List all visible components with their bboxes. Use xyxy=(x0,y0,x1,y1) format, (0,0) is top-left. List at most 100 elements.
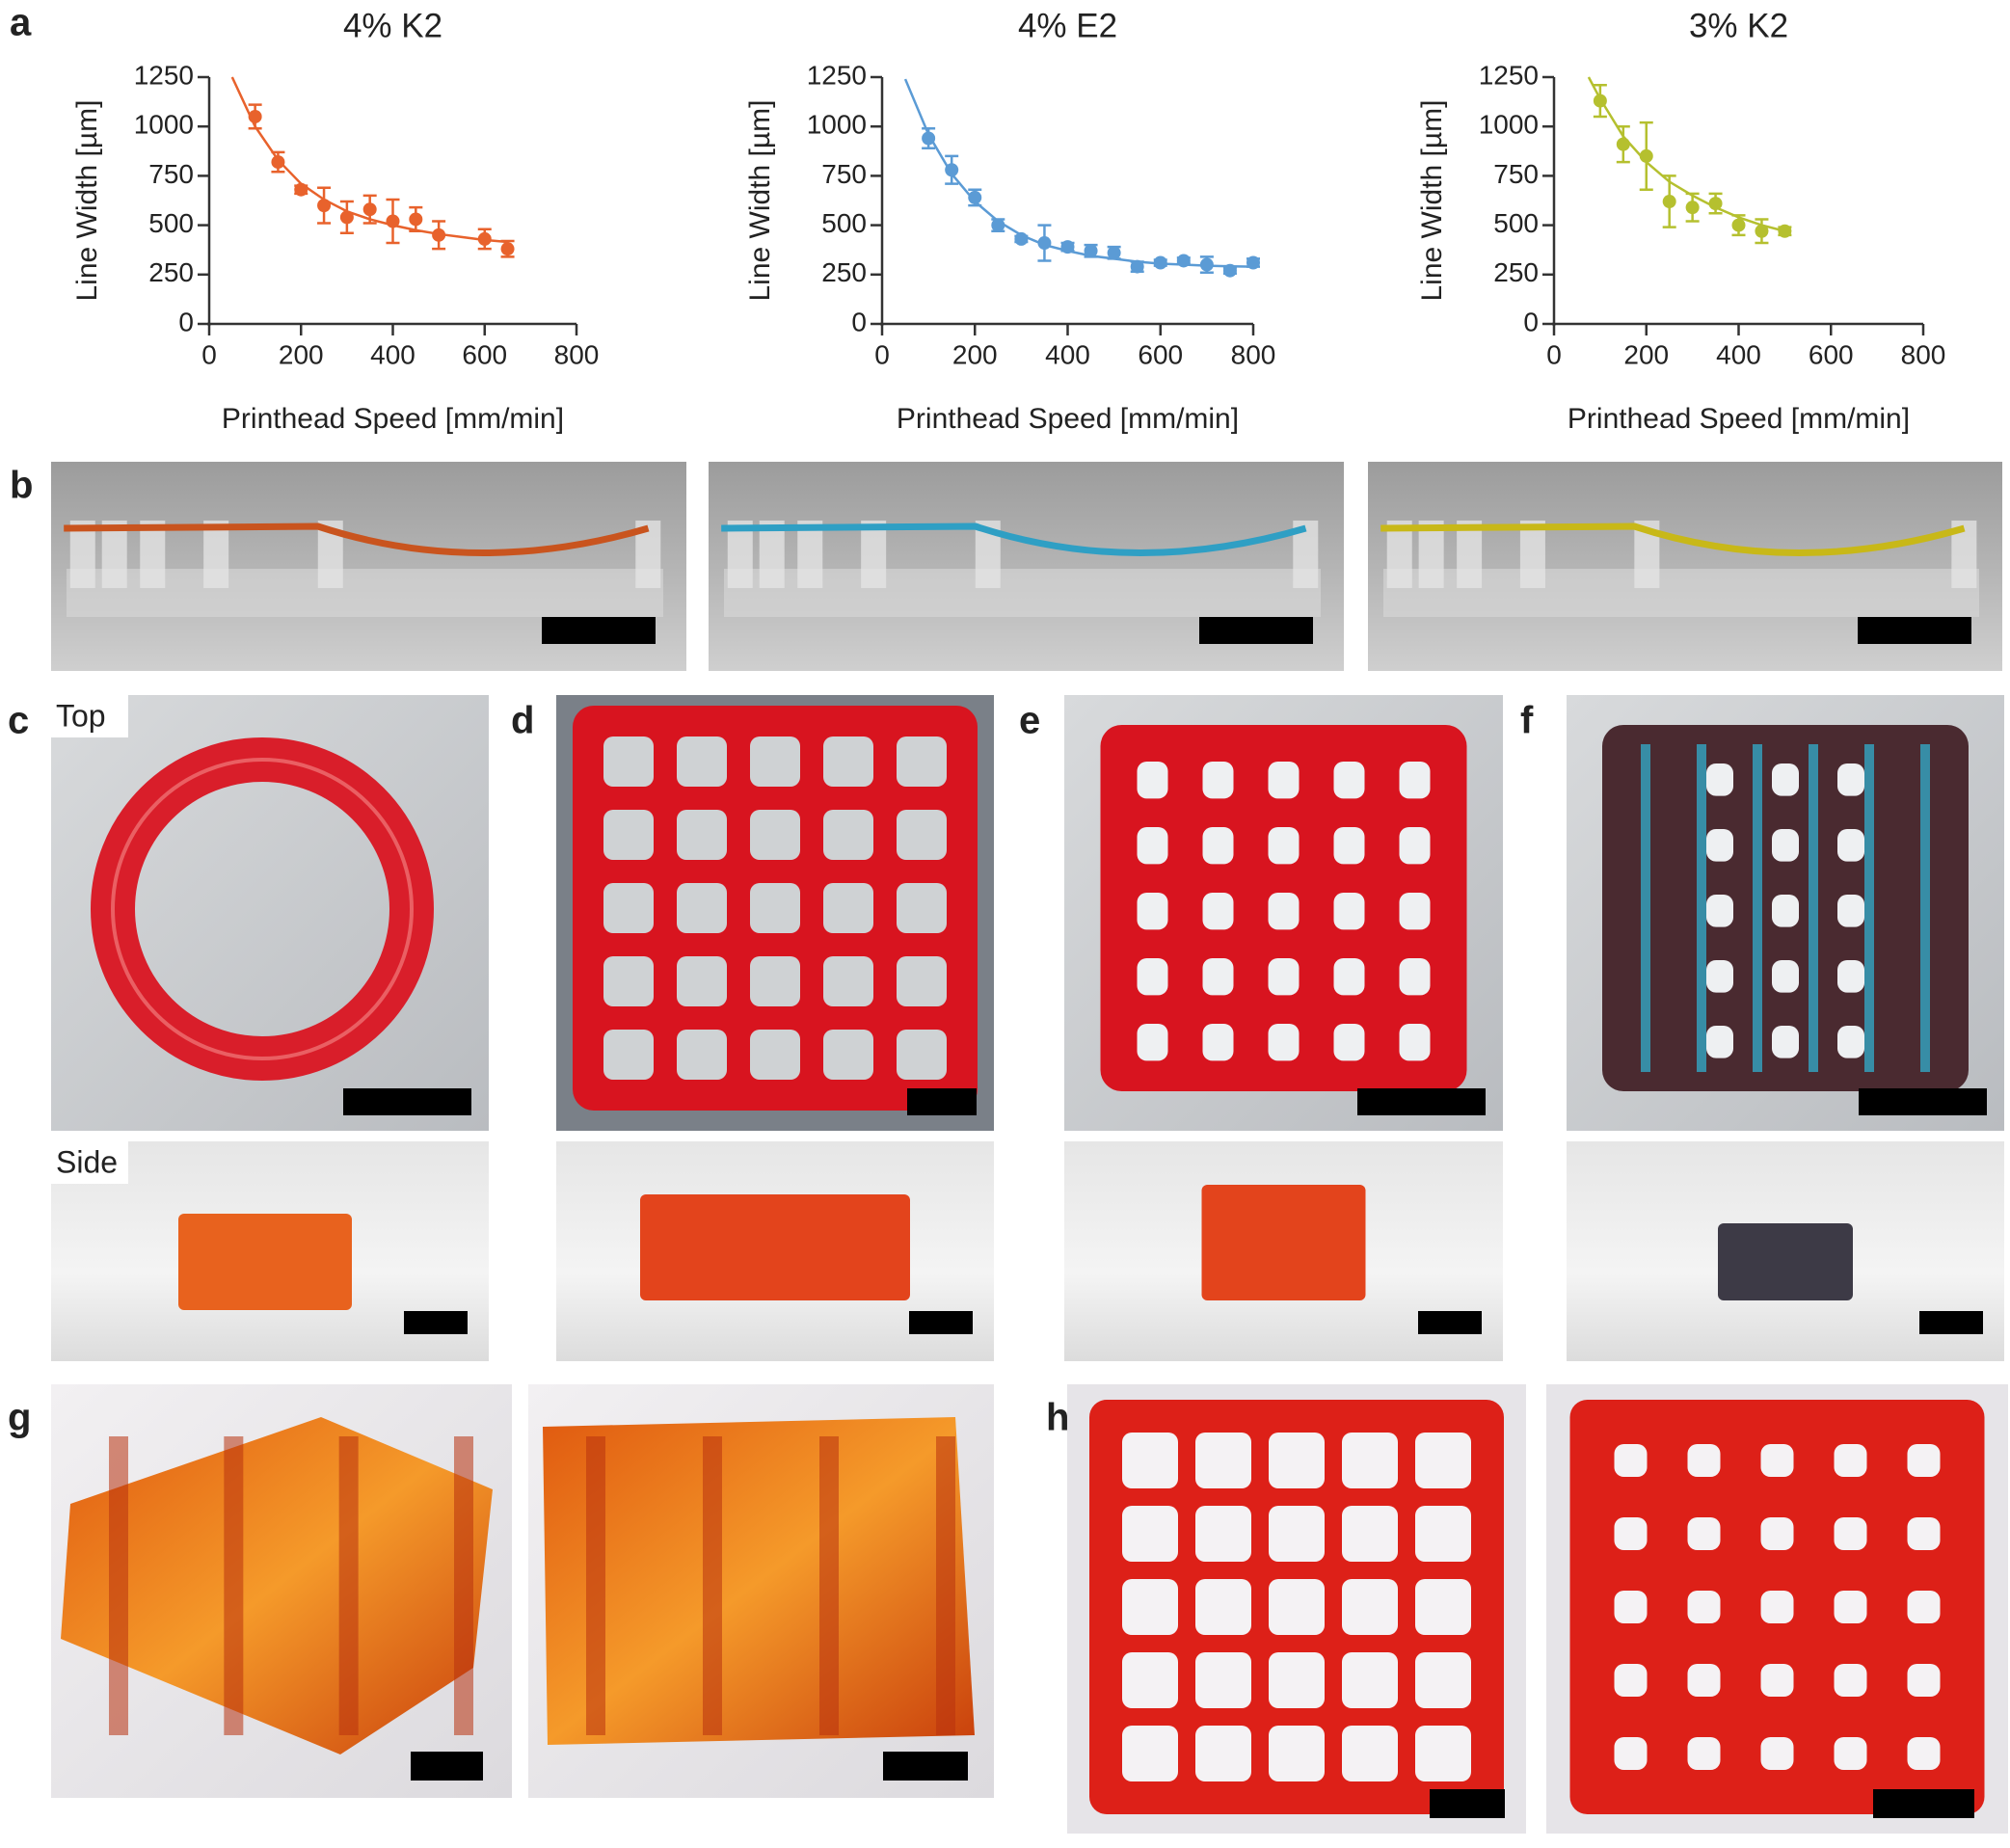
pore xyxy=(1137,1024,1168,1061)
scale-bar xyxy=(1919,1311,1983,1334)
strand xyxy=(454,1436,473,1735)
chart-title: 4% E2 xyxy=(1018,7,1117,44)
pore xyxy=(1687,1591,1721,1623)
pore xyxy=(1837,829,1864,862)
data-point xyxy=(1176,254,1191,268)
pore xyxy=(677,810,727,860)
pore xyxy=(1342,1726,1398,1781)
y-axis-label: Line Width [µm] xyxy=(1416,99,1448,301)
panel-label: e xyxy=(1019,700,1040,742)
y-tick-label: 1000 xyxy=(807,110,867,140)
pore xyxy=(677,883,727,933)
pore xyxy=(1342,1506,1398,1562)
pore xyxy=(1772,829,1799,862)
y-tick-label: 1250 xyxy=(134,60,194,90)
x-tick-label: 600 xyxy=(1138,339,1183,369)
pore xyxy=(1202,827,1234,865)
scale-bar xyxy=(1430,1789,1505,1818)
data-point xyxy=(432,228,446,242)
x-tick-label: 200 xyxy=(952,339,998,369)
pore xyxy=(677,1030,727,1080)
pore xyxy=(1706,829,1733,862)
pore xyxy=(750,810,800,860)
pore xyxy=(1202,1024,1234,1061)
x-tick-label: 800 xyxy=(1901,339,1946,369)
pore xyxy=(1137,762,1168,799)
gel-base xyxy=(67,569,663,617)
fit-curve xyxy=(903,78,1254,268)
y-tick-label: 0 xyxy=(178,307,194,336)
pore xyxy=(1122,1433,1178,1488)
pore xyxy=(1614,1737,1648,1770)
pore xyxy=(1268,893,1300,930)
pore xyxy=(1122,1726,1178,1781)
data-point xyxy=(1755,224,1769,238)
pore xyxy=(1399,1024,1431,1061)
gel-post xyxy=(101,521,127,588)
pore xyxy=(823,737,873,787)
strand xyxy=(819,1436,839,1735)
gel-post xyxy=(140,521,166,588)
data-point xyxy=(1662,195,1676,209)
photo-label: Top xyxy=(56,698,106,733)
scale-bar xyxy=(1418,1311,1482,1334)
data-point xyxy=(1107,246,1121,260)
pore xyxy=(1399,827,1431,865)
gel-post xyxy=(759,521,785,588)
pore xyxy=(1614,1444,1648,1477)
x-axis-label: Printhead Speed [mm/min] xyxy=(1568,403,1910,435)
pore xyxy=(1399,958,1431,996)
pore xyxy=(1415,1433,1471,1488)
pore xyxy=(1202,762,1234,799)
data-point xyxy=(248,109,262,123)
panel-label: a xyxy=(10,2,32,44)
pore xyxy=(603,1030,654,1080)
pore xyxy=(603,883,654,933)
pore xyxy=(1772,960,1799,993)
pore xyxy=(750,883,800,933)
data-point xyxy=(1222,263,1237,278)
gel-post xyxy=(797,521,823,588)
panel-label: h xyxy=(1046,1397,1069,1439)
pore xyxy=(1706,763,1733,796)
pore xyxy=(1269,1726,1325,1781)
x-tick-label: 600 xyxy=(462,339,507,369)
data-point xyxy=(1616,137,1630,151)
data-point xyxy=(1153,255,1167,270)
gel-block xyxy=(178,1214,352,1310)
data-point xyxy=(1778,224,1792,238)
y-axis-label: Line Width [µm] xyxy=(744,99,776,301)
pore xyxy=(1837,763,1864,796)
x-tick-label: 400 xyxy=(370,339,415,369)
data-point xyxy=(477,231,492,246)
pore xyxy=(1342,1433,1398,1488)
pore xyxy=(1342,1579,1398,1635)
scale-bar xyxy=(1858,617,1971,644)
scale-bar xyxy=(1859,1088,1987,1115)
data-point xyxy=(294,182,308,197)
label-box xyxy=(51,695,128,737)
scale-bar xyxy=(411,1752,483,1781)
data-point xyxy=(317,199,332,213)
pore xyxy=(1268,827,1300,865)
pore xyxy=(677,956,727,1006)
pore xyxy=(1687,1664,1721,1697)
strand xyxy=(1753,744,1762,1072)
panel-label: b xyxy=(10,465,33,507)
y-tick-label: 1250 xyxy=(1479,60,1539,90)
y-tick-label: 750 xyxy=(1493,159,1539,189)
y-tick-label: 500 xyxy=(1493,208,1539,238)
pore xyxy=(1687,1737,1721,1770)
pore xyxy=(750,737,800,787)
pore xyxy=(1415,1726,1471,1781)
gel-block xyxy=(1718,1223,1853,1300)
gel-block xyxy=(1201,1185,1366,1300)
x-tick-label: 600 xyxy=(1809,339,1854,369)
pore xyxy=(1687,1517,1721,1550)
gel-post xyxy=(727,521,753,588)
pore xyxy=(897,810,947,860)
strand xyxy=(224,1436,244,1735)
pore xyxy=(1195,1726,1251,1781)
data-point xyxy=(362,202,377,217)
panel-label: d xyxy=(511,700,534,742)
